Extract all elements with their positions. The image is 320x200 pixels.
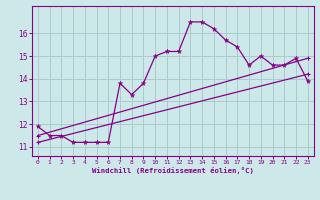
X-axis label: Windchill (Refroidissement éolien,°C): Windchill (Refroidissement éolien,°C)	[92, 167, 254, 174]
